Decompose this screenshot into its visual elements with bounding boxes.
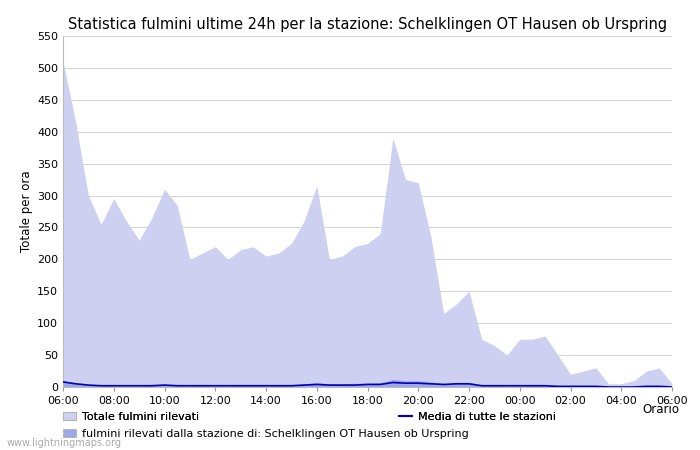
Title: Statistica fulmini ultime 24h per la stazione: Schelklingen OT Hausen ob Ursprin: Statistica fulmini ultime 24h per la sta… (68, 17, 667, 32)
Y-axis label: Totale per ora: Totale per ora (20, 171, 33, 252)
Legend: Totale fulmini rilevati, Media di tutte le stazioni: Totale fulmini rilevati, Media di tutte … (63, 412, 556, 422)
Text: Orario: Orario (642, 403, 679, 416)
Text: www.lightningmaps.org: www.lightningmaps.org (7, 438, 122, 448)
Legend: fulmini rilevati dalla stazione di: Schelklingen OT Hausen ob Urspring: fulmini rilevati dalla stazione di: Sche… (63, 429, 468, 439)
